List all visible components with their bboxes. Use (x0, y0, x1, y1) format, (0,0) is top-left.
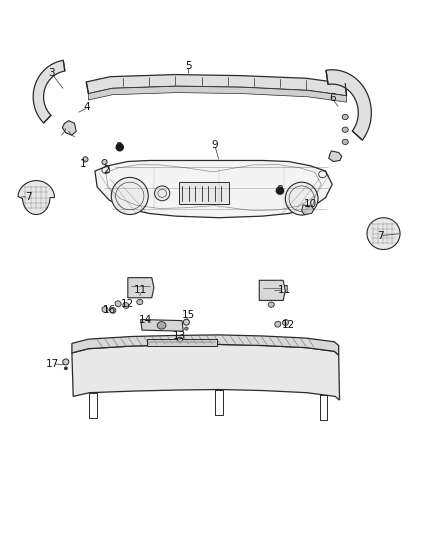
Polygon shape (328, 151, 342, 161)
Polygon shape (179, 182, 229, 205)
Ellipse shape (155, 186, 170, 201)
Polygon shape (259, 280, 286, 301)
Text: 8: 8 (116, 142, 122, 152)
Text: 15: 15 (182, 310, 195, 320)
Ellipse shape (111, 177, 148, 215)
Ellipse shape (342, 127, 348, 132)
Ellipse shape (342, 139, 348, 144)
Text: 3: 3 (48, 68, 55, 78)
Ellipse shape (63, 359, 69, 365)
Ellipse shape (286, 182, 318, 215)
Polygon shape (302, 205, 314, 215)
Text: 5: 5 (185, 61, 192, 71)
Text: 16: 16 (102, 305, 116, 315)
Text: 10: 10 (304, 199, 317, 209)
Polygon shape (88, 86, 346, 102)
Ellipse shape (184, 319, 189, 325)
Ellipse shape (342, 114, 348, 119)
Ellipse shape (102, 306, 108, 312)
Ellipse shape (275, 321, 281, 327)
Text: 7: 7 (377, 231, 383, 241)
Ellipse shape (64, 367, 68, 370)
Text: 2: 2 (103, 165, 110, 175)
Text: 1: 1 (80, 159, 87, 169)
Polygon shape (72, 335, 339, 355)
Text: 17: 17 (46, 359, 60, 369)
Ellipse shape (276, 187, 284, 195)
Ellipse shape (157, 321, 166, 329)
Ellipse shape (177, 337, 183, 342)
Text: 13: 13 (173, 332, 187, 342)
Ellipse shape (268, 302, 274, 308)
Polygon shape (141, 319, 184, 331)
Ellipse shape (110, 308, 116, 313)
Text: 6: 6 (329, 93, 336, 103)
Polygon shape (18, 181, 54, 214)
Ellipse shape (102, 159, 107, 165)
Polygon shape (62, 120, 76, 135)
Text: 4: 4 (83, 102, 89, 112)
Text: 11: 11 (134, 285, 147, 295)
Text: 8: 8 (277, 184, 283, 195)
Polygon shape (128, 278, 154, 298)
Ellipse shape (185, 327, 188, 330)
Ellipse shape (137, 300, 143, 305)
Ellipse shape (283, 320, 289, 326)
Polygon shape (326, 70, 371, 140)
Ellipse shape (115, 301, 121, 306)
Text: 12: 12 (121, 298, 134, 309)
Text: 7: 7 (25, 191, 32, 201)
Text: 9: 9 (212, 140, 218, 150)
Polygon shape (95, 160, 332, 217)
Text: 11: 11 (278, 285, 291, 295)
Polygon shape (147, 339, 217, 346)
Ellipse shape (116, 143, 124, 151)
Polygon shape (86, 75, 346, 96)
Polygon shape (33, 60, 65, 123)
Text: 14: 14 (138, 314, 152, 325)
Ellipse shape (123, 302, 129, 309)
Text: 12: 12 (282, 320, 295, 330)
Ellipse shape (83, 157, 88, 162)
Polygon shape (72, 344, 339, 400)
Polygon shape (367, 217, 400, 249)
